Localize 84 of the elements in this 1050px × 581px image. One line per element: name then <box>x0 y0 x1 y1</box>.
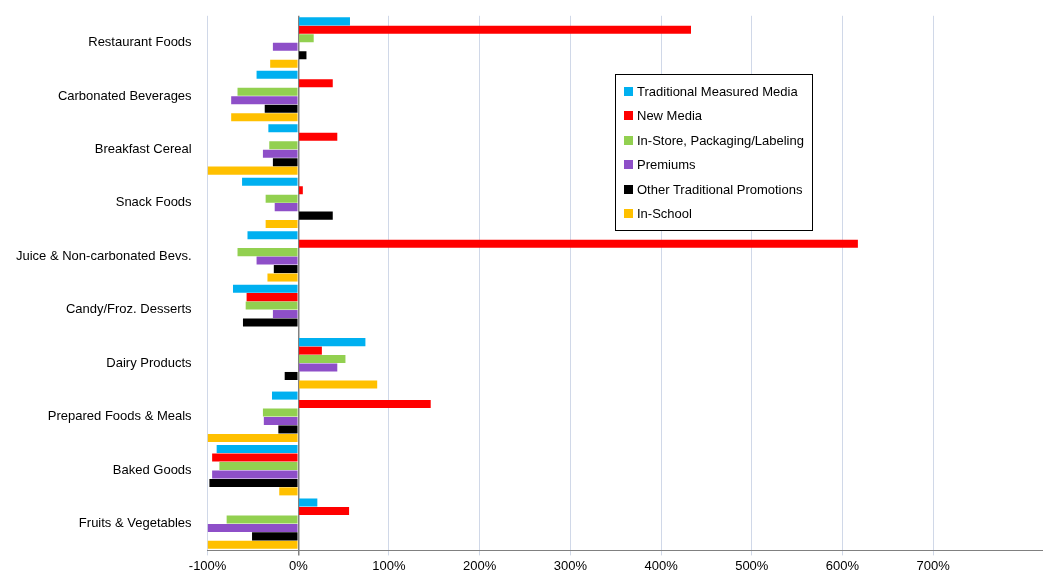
x-tick-label: 400% <box>644 557 679 573</box>
x-tick-label: 600% <box>825 557 860 573</box>
bar <box>252 532 298 541</box>
y-tick-label: Candy/Froz. Desserts <box>65 301 193 317</box>
x-tick-label: 500% <box>735 557 769 573</box>
bar <box>284 371 298 381</box>
bar <box>262 149 298 158</box>
bar <box>207 166 298 175</box>
bar <box>299 355 346 364</box>
y-tick-label: Dairy Products <box>106 354 193 370</box>
x-tick-label: 200% <box>463 557 497 573</box>
bar <box>299 363 338 372</box>
bar <box>271 391 298 400</box>
bar <box>299 346 322 355</box>
legend-label: In-Store, Packaging/Labeling <box>637 132 804 148</box>
x-tick-label: 100% <box>372 557 407 573</box>
y-tick-label: Carbonated Beverages <box>57 87 193 103</box>
bar <box>242 318 298 327</box>
bar <box>265 220 298 229</box>
bar <box>264 104 298 113</box>
bar <box>299 506 350 515</box>
bar <box>299 338 366 347</box>
bar <box>212 453 298 462</box>
bar <box>207 523 298 532</box>
x-tick-label: 700% <box>916 557 951 573</box>
bar <box>231 113 298 122</box>
y-tick-label: Breakfast Cereal <box>94 141 192 157</box>
y-tick-label: Restaurant Foods <box>88 34 193 50</box>
bar <box>299 186 303 195</box>
y-tick-label: Prepared Foods & Meals <box>47 408 193 424</box>
bar <box>237 248 298 257</box>
bar <box>299 211 333 220</box>
bar <box>272 42 298 51</box>
bar <box>207 433 298 442</box>
bar <box>262 408 298 417</box>
bar <box>279 487 298 496</box>
x-tick-label: -100% <box>188 557 227 573</box>
bar <box>272 158 298 167</box>
bar <box>216 445 298 454</box>
bar <box>242 177 298 186</box>
bar <box>207 540 298 549</box>
bar <box>299 380 378 389</box>
bar <box>219 461 298 470</box>
bar <box>299 239 858 248</box>
bar <box>299 400 431 409</box>
bar <box>278 425 298 434</box>
legend-label: In-School <box>637 206 692 222</box>
y-tick-label: Snack Foods <box>115 194 193 210</box>
x-tick-label: 0% <box>288 557 309 573</box>
bar <box>267 273 298 282</box>
bar <box>247 231 298 240</box>
bar <box>245 301 298 310</box>
bar <box>299 79 333 88</box>
bar <box>226 515 298 524</box>
bar <box>263 416 298 425</box>
bar <box>299 51 307 60</box>
y-tick-label: Fruits & Vegetables <box>78 515 193 531</box>
bar <box>268 124 298 133</box>
bar <box>299 25 692 34</box>
bar <box>237 87 298 96</box>
bar <box>256 256 298 265</box>
bar <box>299 17 350 26</box>
bar <box>265 194 298 203</box>
bar <box>299 132 338 141</box>
legend-label: Traditional Measured Media <box>637 83 798 99</box>
y-tick-label: Juice & Non-carbonated Bevs. <box>15 247 192 263</box>
bar <box>256 70 298 79</box>
bar <box>299 498 318 507</box>
bar <box>246 293 298 302</box>
bar <box>212 470 298 479</box>
bar <box>231 96 298 105</box>
y-tick-label: Baked Goods <box>112 461 193 477</box>
bar <box>274 203 298 212</box>
bar <box>273 265 298 274</box>
legend-label: Premiums <box>637 157 696 173</box>
bar <box>232 284 298 293</box>
legend-label: New Media <box>637 108 703 124</box>
bar <box>272 310 298 319</box>
x-tick-label: 300% <box>553 557 588 573</box>
bar <box>269 141 298 150</box>
bar <box>299 34 314 43</box>
bar <box>270 59 298 68</box>
bar <box>209 478 298 487</box>
legend-label: Other Traditional Promotions <box>637 181 803 197</box>
